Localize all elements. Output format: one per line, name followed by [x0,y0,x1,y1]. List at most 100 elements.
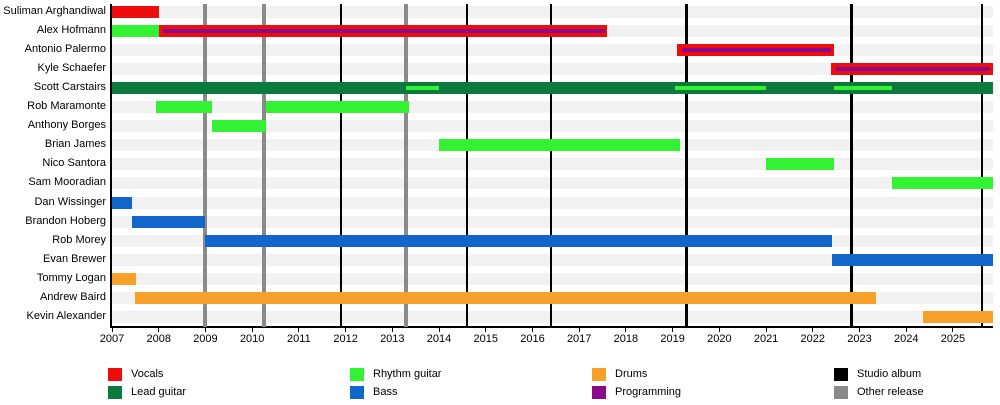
plot-area [112,4,993,327]
year-tick [672,328,674,332]
member-label: Tommy Logan [36,271,106,284]
timeline-bar [832,253,993,266]
year-tick [531,328,533,332]
member-label: Sam Mooradian [28,176,106,189]
year-label: 2008 [146,333,171,345]
year-tick [952,328,954,332]
year-label: 2025 [940,333,966,345]
timeline-bar [892,177,993,190]
studio-album-line [850,4,853,327]
legend-label: Lead guitar [131,386,187,398]
year-label: 2022 [800,333,826,345]
other-release-line [404,4,409,327]
year-label: 2012 [333,333,358,345]
timeline-overlay-stripe [674,85,767,90]
year-label: 2009 [193,333,218,345]
legend-swatch-rhythm-guitar [350,368,364,381]
studio-album-line [549,4,553,327]
timeline-overlay-stripe [406,85,440,90]
legend-label: Programming [615,386,682,398]
year-label: 2020 [707,333,732,345]
legend-label: Other release [857,386,924,398]
year-tick [298,328,300,332]
timeline-bar [439,139,680,152]
studio-album-line [339,4,343,327]
year-label: 2023 [847,333,872,345]
year-label: 2010 [239,333,265,345]
legend-swatch-lead-guitar [108,386,122,399]
legend: Vocals Lead guitar Rhythm guitar Bass Drums P… [0,360,1000,405]
legend-swatch-drums [592,368,606,381]
timeline-overlay-stripe [681,47,832,52]
year-tick [859,328,861,332]
year-tick [204,328,206,332]
legend-label: Rhythm guitar [373,368,442,380]
year-label: 2016 [520,333,545,345]
timeline-bar [266,101,409,113]
year-tick [578,328,580,332]
member-label: Antonio Palermo [24,42,106,55]
year-tick [625,328,627,332]
y-axis-line [110,4,112,327]
member-label: Nico Santora [42,157,106,170]
timeline-bar [135,292,876,304]
timeline-bar [922,311,993,324]
timeline-bar [131,215,206,228]
member-label: Kevin Alexander [26,310,107,323]
legend-label: Vocals [131,368,164,380]
year-tick [718,328,720,332]
x-axis-line [110,326,993,328]
year-label: 2007 [99,333,125,345]
timeline-bar [212,120,267,133]
timeline-bar [205,234,833,247]
member-label: Suliman Arghandiwal [3,4,106,17]
member-label: Andrew Baird [39,291,106,303]
year-label: 2014 [426,333,452,345]
legend-label: Bass [373,386,398,398]
legend-swatch-other-release [834,386,848,399]
member-label: Alex Hofmann [36,23,106,36]
year-label: 2015 [473,333,498,345]
timeline-overlay-stripe [836,66,991,71]
year-label: 2018 [613,333,639,345]
timeline-bar [112,196,132,209]
timeline-overlay-stripe [833,85,893,90]
other-release-line [203,4,208,327]
year-label: 2019 [660,333,685,345]
year-tick [812,328,814,332]
year-label: 2024 [893,333,919,345]
timeline-bar [112,24,159,37]
year-tick [765,328,767,332]
year-tick [438,328,440,332]
member-label: Rob Morey [52,233,106,246]
member-label: Kyle Schaefer [37,61,106,74]
studio-album-line [980,4,984,327]
studio-album-line [465,4,469,327]
legend-label: Drums [615,368,648,380]
legend-label: Studio album [857,368,922,380]
timeline-bar [766,158,834,171]
timeline-overlay-stripe [163,28,605,33]
legend-swatch-programming [592,386,606,399]
year-label: 2021 [753,333,779,345]
year-tick [391,328,393,332]
year-label: 2017 [566,333,592,345]
member-label: Anthony Borges [27,119,106,132]
member-label: Brandon Hoberg [25,214,106,227]
timeline-bar [112,5,159,18]
studio-album-line [685,4,688,327]
year-tick [251,328,253,332]
member-label: Brian James [44,138,106,151]
timeline-bar [156,101,213,113]
year-tick [905,328,907,332]
legend-swatch-bass [350,386,364,399]
legend-swatch-studio-album [834,368,848,381]
year-label: 2013 [380,333,405,345]
other-release-line [261,4,266,327]
legend-swatch-vocals [108,368,122,381]
year-tick [111,328,113,332]
timeline-bar [112,272,137,285]
timeline-bar [112,81,993,94]
year-tick [345,328,347,332]
